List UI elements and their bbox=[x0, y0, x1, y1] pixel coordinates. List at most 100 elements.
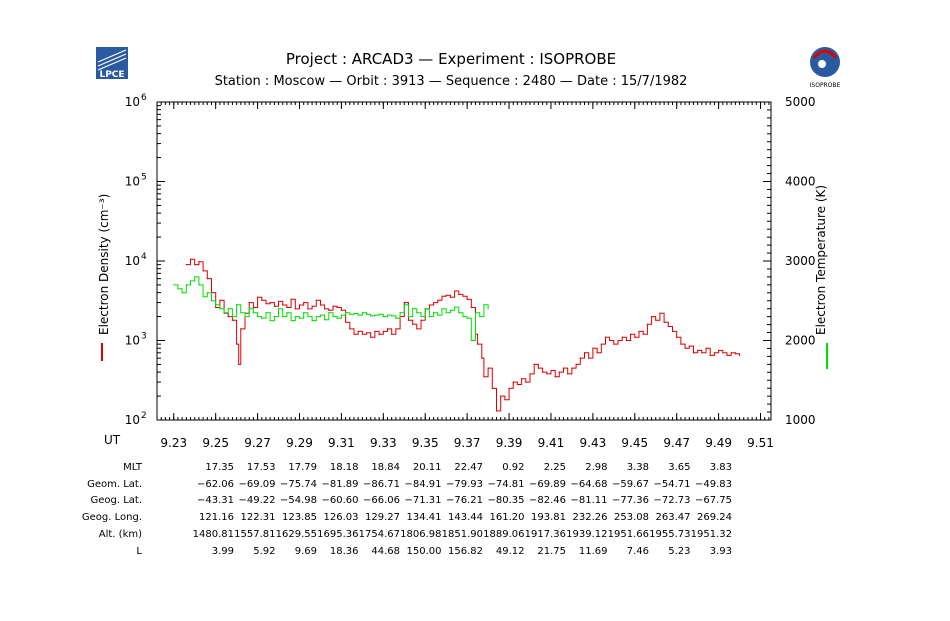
temperature-data-point bbox=[424, 308, 426, 310]
temperature-data-point bbox=[437, 314, 439, 316]
ephemeris-cell: 1695.36 bbox=[317, 529, 358, 540]
temperature-data-point bbox=[219, 308, 221, 310]
left-tick-exponent: 2 bbox=[141, 411, 147, 421]
ephemeris-row-label: Alt. (km) bbox=[99, 529, 142, 540]
density-data-point bbox=[504, 399, 506, 401]
density-data-point bbox=[185, 264, 187, 266]
density-data-point bbox=[441, 295, 443, 297]
left-tick-exponent: 3 bbox=[141, 332, 147, 342]
density-data-point bbox=[265, 303, 267, 305]
density-data-point bbox=[257, 296, 259, 298]
temperature-data-point bbox=[391, 315, 393, 317]
density-data-point bbox=[454, 290, 456, 292]
ephemeris-cell: −81.89 bbox=[321, 479, 358, 490]
plot-frame bbox=[156, 101, 772, 421]
density-data-point bbox=[386, 328, 389, 330]
ephemeris-cell: 3.93 bbox=[710, 546, 732, 557]
density-data-point bbox=[722, 352, 724, 354]
density-data-point bbox=[307, 308, 309, 310]
ephemeris-cell: 21.75 bbox=[537, 546, 566, 557]
ephemeris-cell: −43.31 bbox=[197, 495, 234, 506]
chart-title: Project : ARCAD3 — Experiment : ISOPROBE bbox=[286, 50, 616, 68]
ephemeris-cell: 232.26 bbox=[573, 512, 608, 523]
density-data-point bbox=[357, 330, 359, 332]
ephemeris-row-label: MLT bbox=[123, 462, 143, 473]
temperature-data-point bbox=[470, 339, 472, 342]
ephemeris-cell: 156.82 bbox=[448, 546, 483, 557]
density-data-point bbox=[718, 349, 720, 351]
density-data-point bbox=[671, 330, 674, 332]
ephemeris-cell: 126.03 bbox=[324, 512, 359, 523]
density-data-point bbox=[403, 302, 405, 304]
density-data-point bbox=[466, 298, 468, 300]
right-tick-label: 1000 bbox=[785, 413, 816, 427]
density-data-point bbox=[604, 336, 607, 338]
density-data-point bbox=[495, 410, 498, 412]
ephemeris-cell: 49.12 bbox=[496, 546, 525, 557]
ephemeris-table: MLT 17.35 17.53 17.79 18.18 18.84 20.11 22.47 0.… bbox=[82, 462, 732, 557]
density-data-point bbox=[542, 371, 544, 373]
x-tick-label: 9.47 bbox=[663, 436, 690, 450]
ephemeris-cell: 123.85 bbox=[282, 512, 317, 523]
temperature-data-point bbox=[328, 312, 330, 314]
density-data-point bbox=[588, 357, 590, 359]
temperature-data-point bbox=[487, 308, 489, 310]
right-tick-label: 2000 bbox=[785, 334, 816, 348]
temperature-data-point bbox=[483, 304, 485, 306]
density-data-point bbox=[420, 319, 422, 321]
density-data-point bbox=[642, 333, 644, 335]
density-data-point bbox=[231, 319, 233, 321]
density-data-point bbox=[500, 395, 502, 397]
lpce-logo: LPCE bbox=[96, 47, 128, 80]
density-data-point bbox=[294, 308, 296, 310]
ephemeris-cell: −72.73 bbox=[653, 495, 690, 506]
density-data-point bbox=[659, 312, 661, 314]
temperature-data-point bbox=[206, 292, 208, 294]
temperature-data-point bbox=[189, 280, 192, 282]
density-data-point bbox=[508, 387, 510, 389]
density-data-point bbox=[206, 278, 208, 280]
temperature-data-point bbox=[399, 312, 401, 314]
left-tick-exponent: 4 bbox=[141, 252, 147, 262]
ephemeris-cell: 1629.55 bbox=[276, 529, 317, 540]
ephemeris-cell: 253.08 bbox=[614, 512, 649, 523]
density-data-point bbox=[382, 330, 384, 332]
temperature-data-point bbox=[185, 284, 187, 286]
ephemeris-cell: 18.84 bbox=[371, 462, 400, 473]
temperature-data-point bbox=[420, 316, 422, 318]
ephemeris-cell: 143.44 bbox=[448, 512, 483, 523]
density-data-point bbox=[458, 293, 460, 295]
ephemeris-cell: −74.81 bbox=[487, 479, 524, 490]
temperature-data-point bbox=[315, 316, 317, 318]
temperature-data-point bbox=[454, 306, 456, 308]
temperature-data-point bbox=[311, 320, 313, 322]
temperature-data-point bbox=[307, 316, 309, 318]
ephemeris-cell: −77.36 bbox=[612, 495, 649, 506]
ephemeris-cell: 17.79 bbox=[288, 462, 317, 473]
ephemeris-cell: −69.89 bbox=[529, 479, 566, 490]
density-data-point bbox=[324, 308, 326, 310]
density-data-point bbox=[340, 309, 342, 311]
temperature-data-point bbox=[361, 312, 363, 314]
ephemeris-cell: 121.16 bbox=[199, 512, 234, 523]
ephemeris-cell: −59.67 bbox=[612, 479, 649, 490]
x-tick-label: 9.49 bbox=[705, 436, 732, 450]
density-data-point bbox=[428, 304, 430, 306]
density-data-point bbox=[336, 306, 338, 309]
ephemeris-cell: 1806.98 bbox=[400, 529, 441, 540]
temperature-data-point bbox=[231, 316, 233, 318]
temperature-data-point bbox=[458, 312, 460, 314]
temperature-data-point bbox=[428, 316, 430, 318]
ephemeris-cell: 1951.66 bbox=[608, 529, 649, 540]
density-data-point bbox=[525, 381, 527, 383]
density-data-point bbox=[575, 363, 577, 365]
density-data-point bbox=[571, 367, 573, 369]
density-data-point bbox=[412, 323, 414, 325]
isoprobe-logo-swoosh bbox=[812, 49, 838, 59]
ephemeris-cell: −69.09 bbox=[238, 479, 275, 490]
temperature-data-point bbox=[462, 316, 464, 318]
temperature-data-point bbox=[244, 316, 246, 318]
density-data-point bbox=[613, 343, 615, 345]
density-data-point bbox=[646, 323, 649, 325]
